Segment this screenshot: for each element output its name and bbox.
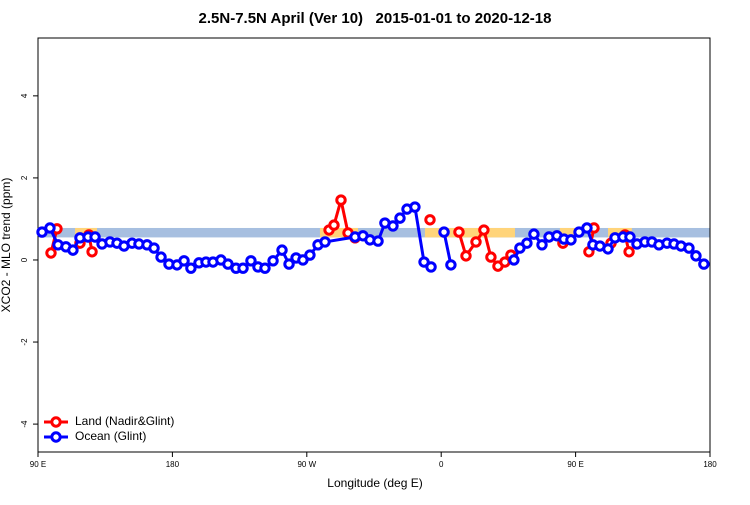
point (581, 222, 593, 234)
point (409, 201, 421, 213)
point (86, 246, 98, 258)
point (335, 194, 347, 206)
x-tick-label: 90 E (567, 460, 583, 469)
plot-frame (37, 37, 711, 453)
y-tick-label: 0 (20, 257, 29, 262)
land-band (559, 227, 576, 238)
x-axis-label: Longitude (deg E) (327, 476, 422, 490)
point (698, 258, 710, 270)
x-tick-label: 180 (703, 460, 717, 469)
point (245, 255, 257, 267)
chart-title: 2.5N-7.5N April (Ver 10) 2015-01-01 to 2… (199, 10, 552, 27)
legend-label: Ocean (Glint) (75, 429, 146, 443)
x-tick-label: 90 W (297, 460, 316, 469)
legend-label: Land (Nadir&Glint) (75, 414, 174, 428)
point (438, 226, 450, 238)
point (683, 242, 695, 254)
point (267, 255, 279, 267)
point (602, 243, 614, 255)
y-tick-label: -2 (20, 338, 29, 346)
land-band (424, 227, 515, 238)
point (453, 226, 465, 238)
point (283, 258, 295, 270)
point (387, 220, 399, 232)
point (460, 250, 472, 262)
point (276, 244, 288, 256)
point (45, 247, 57, 259)
point (478, 224, 490, 236)
point (44, 222, 56, 234)
point (470, 236, 482, 248)
point (178, 255, 190, 267)
point (445, 259, 457, 271)
ocean-band (38, 227, 710, 238)
point (623, 246, 635, 258)
point (536, 239, 548, 251)
point (259, 262, 271, 274)
point (565, 234, 577, 246)
point (394, 212, 406, 224)
x-tick-label: 180 (166, 460, 180, 469)
point (508, 254, 520, 266)
point (372, 235, 384, 247)
x-tick-label: 90 E (30, 460, 46, 469)
point (67, 244, 79, 256)
legend-marker (50, 416, 62, 428)
point (624, 231, 636, 243)
point (304, 249, 316, 261)
point (521, 237, 533, 249)
point (328, 219, 340, 231)
point (148, 242, 160, 254)
point (319, 236, 331, 248)
point (155, 251, 167, 263)
point (424, 214, 436, 226)
point (237, 262, 249, 274)
x-tick-label: 0 (439, 460, 444, 469)
point (528, 228, 540, 240)
point (425, 261, 437, 273)
y-tick-label: -4 (20, 420, 29, 428)
legend-marker (50, 431, 62, 443)
point (185, 262, 197, 274)
point (485, 251, 497, 263)
y-tick-label: 2 (20, 175, 29, 180)
y-axis-label: XCO2 - MLO trend (ppm) (0, 178, 13, 313)
point (690, 250, 702, 262)
land-band (319, 227, 359, 238)
point (89, 231, 101, 243)
y-tick-label: 4 (20, 93, 29, 98)
